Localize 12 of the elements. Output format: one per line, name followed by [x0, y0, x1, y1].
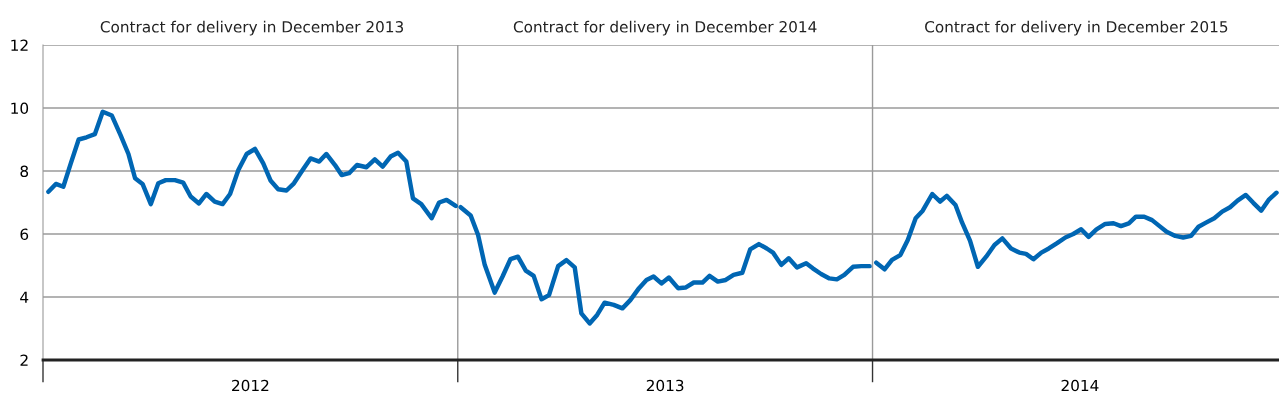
text: Contract for delivery in December 2013 — [100, 20, 404, 36]
text: Contract for delivery in December 2014 — [513, 20, 817, 36]
y-tick-label: 8 — [20, 165, 29, 178]
y-tick-label: 12 — [11, 39, 28, 51]
x-tick-label: 2013 — [646, 379, 684, 392]
y-tick-label: 6 — [20, 228, 29, 241]
x-tick-label: 2014 — [1061, 379, 1099, 392]
y-tick-label: 10 — [11, 102, 29, 115]
text: Contract for delivery in December 2015 — [925, 20, 1228, 36]
y-tick-label: 2 — [20, 354, 28, 366]
y-tick-label: 4 — [20, 291, 29, 303]
x-tick-label: 2012 — [232, 379, 269, 392]
